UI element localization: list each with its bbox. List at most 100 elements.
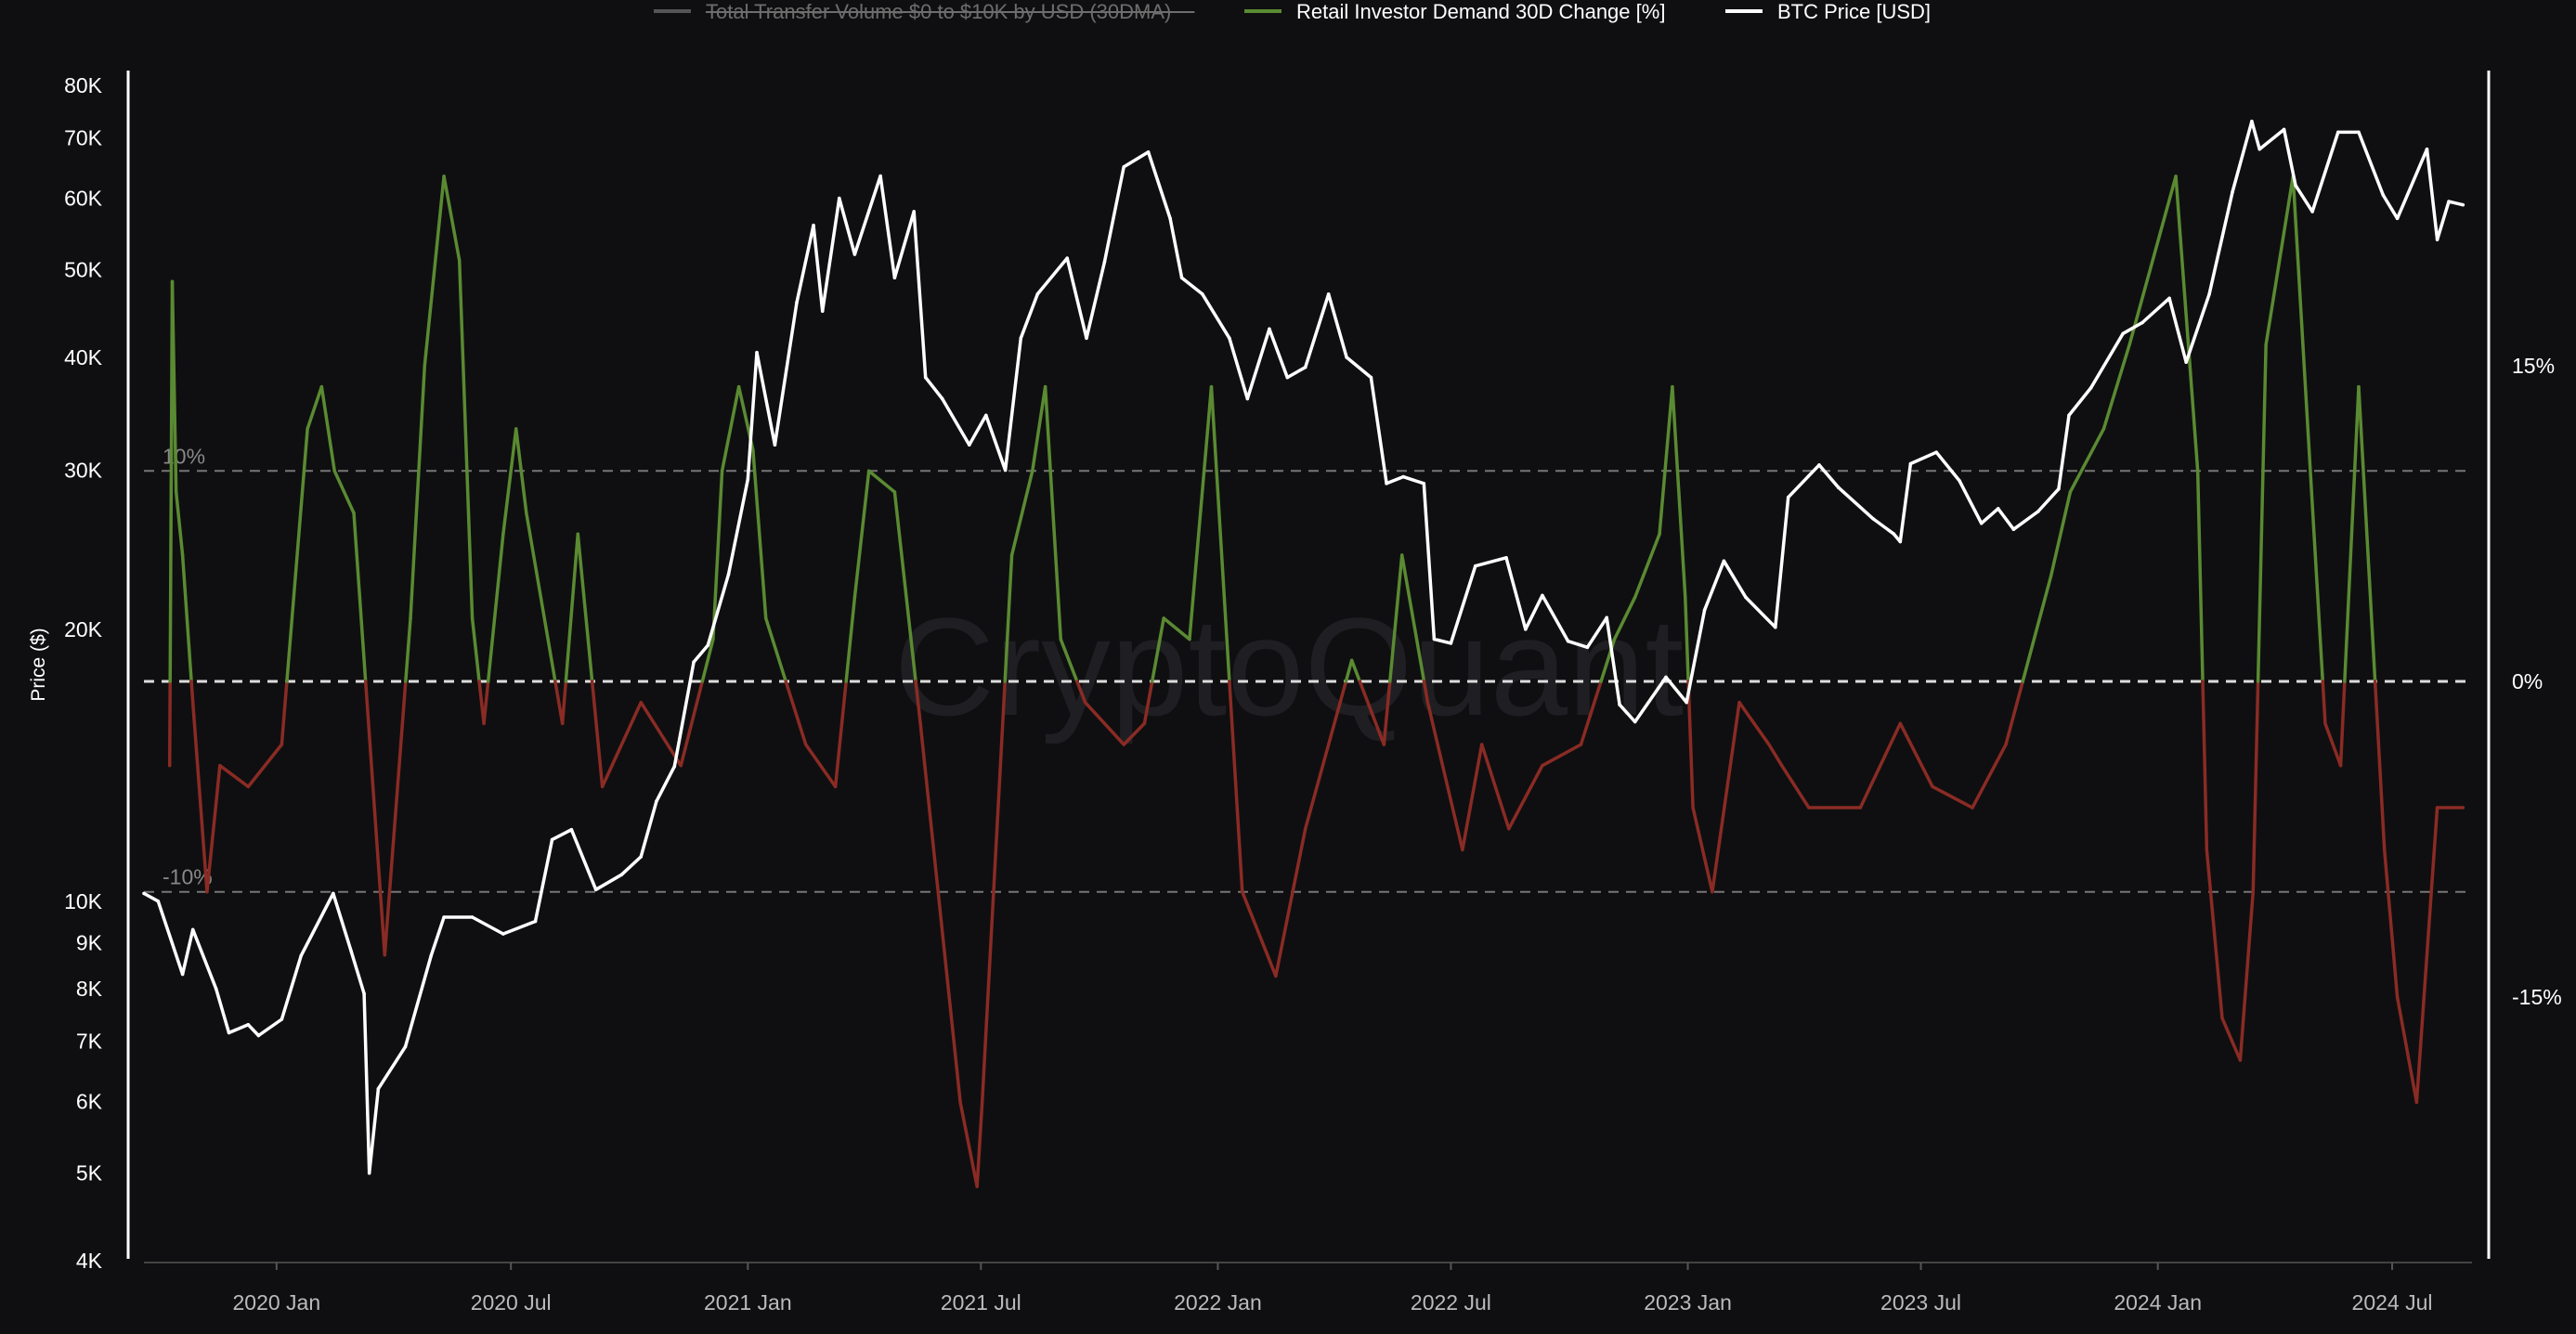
demand-point — [577, 533, 579, 536]
legend-item-0[interactable]: Total Transfer Volume $0 to $10K by USD … — [654, 0, 1194, 23]
btc-price-point — [1980, 522, 1984, 525]
btc-price-point — [1180, 276, 1184, 279]
btc-price-point — [1327, 292, 1331, 296]
demand-point — [1188, 638, 1190, 641]
btc-price-point — [191, 928, 195, 932]
btc-price-point — [1401, 475, 1405, 479]
demand-point — [1044, 385, 1047, 388]
legend-item-1[interactable]: Retail Investor Demand 30D Change [%] — [1244, 0, 1665, 23]
btc-price-point — [1664, 676, 1668, 680]
demand-point — [1738, 701, 1741, 704]
demand-point — [1304, 827, 1307, 830]
demand-point — [1163, 616, 1165, 619]
btc-price-point — [821, 309, 825, 313]
btc-price-point — [1168, 216, 1172, 220]
btc-price-point — [2357, 131, 2361, 135]
btc-price-point — [1899, 540, 1903, 544]
demand-point — [1143, 722, 1146, 725]
demand-point — [1084, 701, 1086, 704]
demand-point — [306, 427, 309, 430]
demand-point — [175, 490, 177, 493]
left-tick-label: 9K — [76, 930, 103, 954]
btc-price-point — [247, 1023, 251, 1027]
btc-price-point — [1817, 463, 1821, 467]
btc-price-point — [570, 828, 574, 832]
btc-price-point — [1504, 556, 1508, 560]
btc-price-point — [1618, 703, 1621, 706]
demand-point — [1103, 722, 1106, 725]
demand-segment — [191, 681, 193, 703]
btc-price-point — [1268, 328, 1271, 331]
demand-point — [2396, 996, 2399, 999]
btc-price-point — [1524, 628, 1528, 631]
x-tick-label: 2022 Jan — [1174, 1290, 1262, 1315]
demand-point — [721, 470, 723, 473]
demand-point — [1633, 596, 1636, 599]
demand-point — [959, 1101, 962, 1104]
btc-price-point — [941, 397, 944, 401]
demand-point — [1010, 553, 1013, 556]
btc-price-point — [672, 765, 676, 769]
demand-point — [191, 701, 194, 704]
btc-price-point — [1909, 462, 1913, 466]
demand-point — [2436, 807, 2439, 809]
left-tick-label: 30K — [64, 458, 103, 482]
demand-point — [2357, 385, 2360, 388]
demand-point — [853, 596, 856, 599]
btc-price-point — [551, 838, 554, 842]
btc-price-point — [2089, 386, 2093, 390]
demand-point — [1671, 385, 1673, 388]
btc-price-point — [142, 892, 146, 896]
left-axis-title: Price ($) — [28, 628, 49, 701]
demand-point — [2196, 470, 2199, 473]
btc-price-point — [1385, 482, 1388, 486]
btc-price-point — [878, 175, 882, 178]
demand-point — [1461, 848, 1464, 851]
btc-price-point — [2426, 148, 2429, 151]
x-tick-label: 2024 Jul — [2352, 1290, 2433, 1315]
btc-price-point — [2447, 200, 2451, 203]
btc-price-point — [2184, 360, 2188, 364]
demand-point — [205, 890, 208, 893]
btc-price-point — [968, 443, 971, 447]
x-tick-label: 2021 Jan — [704, 1290, 792, 1315]
demand-point — [320, 385, 323, 388]
btc-price-point — [501, 932, 505, 936]
btc-price-point — [984, 414, 988, 418]
demand-point — [1613, 638, 1616, 641]
left-tick-label: 80K — [64, 73, 103, 97]
demand-point — [1031, 470, 1034, 473]
demand-point — [1383, 744, 1386, 746]
btc-price-point — [442, 915, 446, 919]
demand-point — [764, 616, 767, 619]
btc-price-point — [2231, 190, 2234, 194]
demand-point — [1807, 807, 1810, 809]
btc-price-point — [2167, 296, 2171, 300]
btc-price-point — [1228, 337, 1231, 341]
btc-price-point — [1958, 479, 1961, 483]
btc-price-point — [727, 573, 731, 576]
btc-price-point — [853, 253, 857, 256]
demand-point — [981, 1101, 983, 1104]
btc-price-point — [471, 915, 475, 919]
btc-price-point — [2250, 120, 2254, 123]
btc-price-point — [1201, 292, 1204, 296]
btc-price-point — [1474, 564, 1477, 568]
btc-price-point — [1605, 616, 1608, 620]
demand-point — [1711, 890, 1713, 893]
btc-price-point — [156, 900, 160, 903]
x-tick-label: 2024 Jan — [2114, 1290, 2202, 1315]
x-tick-label: 2021 Jul — [941, 1290, 1021, 1315]
btc-price-point — [1304, 366, 1308, 369]
left-tick-label: 10K — [64, 889, 103, 913]
demand-point — [1899, 722, 1902, 725]
demand-point — [2005, 744, 2008, 746]
demand-point — [1060, 638, 1062, 641]
btc-price-point — [1723, 560, 1726, 563]
btc-price-point — [1586, 646, 1590, 650]
btc-price-point — [1422, 482, 1425, 486]
demand-point — [280, 744, 283, 746]
btc-price-point — [2396, 216, 2400, 220]
right-tick-label: -15% — [2512, 985, 2562, 1009]
